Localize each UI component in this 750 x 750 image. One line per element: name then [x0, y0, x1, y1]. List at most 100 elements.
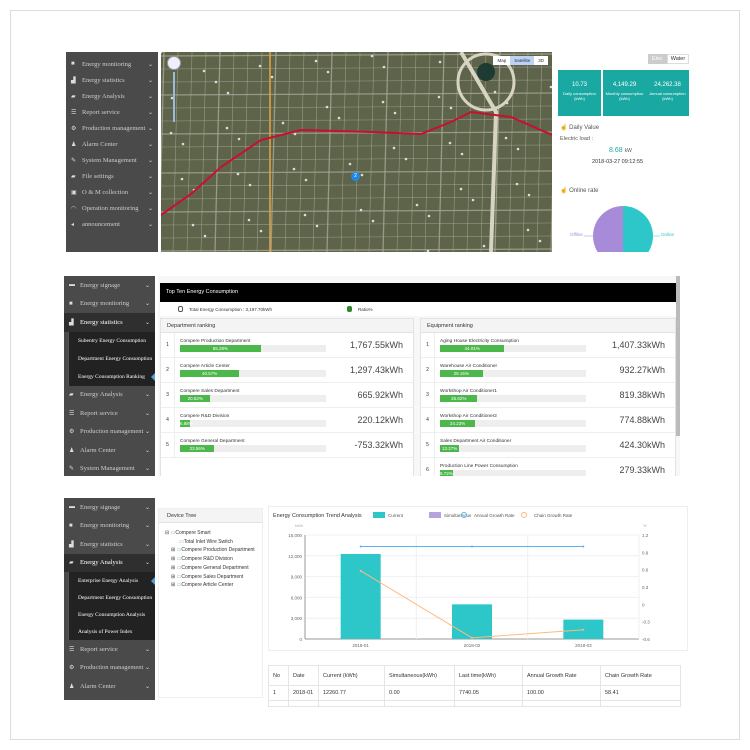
sidebar-item-energy-signage[interactable]: ▬ Energy signage ⌄ [64, 498, 155, 517]
ranking-row[interactable]: 3 Workshop Air Conditioner1 25.62% 819.3… [421, 383, 675, 408]
map[interactable]: 2 Map Satellite 3D [161, 52, 552, 252]
y-tick-label: 3,000 [291, 616, 303, 621]
sidebar-panel3: ▬ Energy signage ⌄ ■ Energy monitoring ⌄… [64, 498, 155, 700]
submenu-item[interactable]: Energy Consumption Ranking [68, 367, 155, 386]
tree-root[interactable]: ⊟ ▭Compere Smart [165, 529, 262, 538]
ranking-row[interactable]: 1 Compere Production Department 55.28% 1… [161, 333, 413, 358]
elec-toggle[interactable]: Elec [648, 54, 667, 64]
ranking-row[interactable]: 4 Workshop Air Conditioner2 24.23% 774.8… [421, 408, 675, 433]
map-marker[interactable]: 2 [351, 172, 360, 181]
total-legend-icon[interactable] [178, 306, 183, 312]
map-type-satellite[interactable]: Satellite [510, 56, 535, 65]
ranking-row[interactable]: 1 Aging House Electricity Consumption 44… [421, 333, 675, 358]
sidebar-item-label: Energy statistics [80, 318, 123, 326]
submenu-label: Energy Consumption Ranking [78, 373, 145, 380]
sidebar-item-announcement[interactable]: ◂ announcement ⌄ [66, 216, 158, 232]
sidebar-item-production-management[interactable]: ⚙ Production management ⌄ [66, 120, 158, 136]
sidebar-item-label: Energy Analysis [80, 559, 123, 567]
submenu-item[interactable]: Subentry Energy Consumption [68, 331, 155, 350]
water-toggle[interactable]: Water [666, 54, 690, 64]
tree-node[interactable]: ⊞ ▭Compere Sales Department [165, 573, 262, 582]
tree-node[interactable]: ⊞ ▭Compere R&D Division [165, 555, 262, 564]
scrollbar[interactable] [676, 276, 680, 436]
tree-node[interactable]: ⊞ ▭Compere General Department [165, 564, 262, 573]
ranking-row[interactable]: 5 Compere General Department 23.56% -753… [161, 433, 413, 458]
sidebar-item-energy-analysis[interactable]: ▰ Energy Analysis ⌄ [64, 386, 155, 405]
line-point[interactable] [582, 545, 585, 548]
rank-value: -753.32kWh [354, 440, 403, 450]
ranking-row[interactable]: 4 Compere R&D Division 6.88% 220.12kWh [161, 408, 413, 433]
sidebar-item-label: Energy statistics [82, 76, 125, 84]
pie-slice-online[interactable] [623, 206, 653, 252]
map-type-3d[interactable]: 3D [538, 58, 544, 63]
submenu-item[interactable]: Energy Consumption Analysis [68, 606, 155, 623]
sidebar-item-production-management[interactable]: ⚙ Production management ⌄ [64, 659, 155, 678]
y2-tick-label: 0.6 [642, 568, 649, 573]
sidebar-item-system-management[interactable]: ✎ System Management ⌄ [66, 152, 158, 168]
ratio-legend-icon[interactable] [347, 306, 353, 312]
table-cell [454, 700, 523, 707]
expand-icon[interactable]: ⊞ [171, 564, 176, 571]
expand-icon[interactable]: ⊞ [171, 547, 176, 554]
sidebar-item-energy-analysis[interactable]: ▰ Energy Analysis ⌄ [64, 553, 155, 572]
sidebar-item-energy-monitoring[interactable]: ■ Energy monitoring ⌄ [66, 56, 158, 72]
table-cell: 58.41 [600, 685, 681, 701]
sidebar-item-report-service[interactable]: ☰ Report service ⌄ [66, 104, 158, 120]
expand-icon[interactable]: ⊞ [171, 573, 176, 580]
sidebar-item-energy-monitoring[interactable]: ■ Energy monitoring ⌄ [64, 517, 155, 536]
collapse-icon[interactable]: ⊟ [165, 530, 170, 536]
line-point[interactable] [582, 628, 585, 631]
sidebar-item-energy-statistics[interactable]: ▟ Energy statistics ⌄ [64, 313, 155, 332]
chart-title: Energy Consumption Trend Analysis [273, 513, 362, 519]
line-point[interactable] [359, 545, 362, 548]
sidebar-item-alarm-center[interactable]: ♟ Alarm Center ⌄ [64, 441, 155, 460]
sidebar-item-system-management[interactable]: ✎ System Management ⌄ [64, 460, 155, 477]
sidebar-item-production-management[interactable]: ⚙ Production management ⌄ [64, 423, 155, 442]
submenu-item[interactable]: Analysis of Power Index [68, 623, 155, 640]
ranking-row[interactable]: 3 Compere Sales Department 20.82% 665.92… [161, 383, 413, 408]
sidebar-item-energy-statistics[interactable]: ▟ Energy statistics ⌄ [64, 535, 155, 554]
bar-current[interactable] [340, 553, 381, 639]
submenu-item[interactable]: Department Energy Consumption [68, 589, 155, 606]
load-timestamp: 2018-03-27 09:12:55 [592, 159, 644, 165]
sidebar-item-alarm-center[interactable]: ♟ Alarm Center ⌄ [66, 136, 158, 152]
sidebar-item-alarm-center[interactable]: ♟ Alarm Center ⌄ [64, 677, 155, 696]
ranking-row[interactable]: 5 Sales Department Air Conditioner 13.27… [421, 433, 675, 458]
line-point[interactable] [359, 569, 362, 572]
tree-node[interactable]: ⊞ ▭Compere Article Center [165, 581, 262, 590]
sidebar-item-energy-signage[interactable]: ▬ Energy signage ⌄ [64, 276, 155, 295]
sidebar-item-operation-monitoring[interactable]: ◠ Operation monitoring ⌄ [66, 200, 158, 216]
sidebar-item-file-settings[interactable]: ▰ File settings ⌄ [66, 168, 158, 184]
table-row[interactable] [268, 700, 681, 707]
megaphone-icon: ◂ [71, 221, 75, 228]
ranking-row[interactable]: 6 Production Line Power Consumption 8.72… [421, 458, 675, 476]
sidebar-item-o-m-collection[interactable]: ▣ O & M collection ⌄ [66, 184, 158, 200]
map-pan-control[interactable] [167, 56, 181, 70]
ranking-row[interactable]: 2 Compere Article Center 40.57% 1,297.43… [161, 358, 413, 383]
expand-icon[interactable]: ⊞ [171, 556, 176, 563]
sidebar-item-energy-statistics[interactable]: ▟ Energy statistics ⌄ [66, 72, 158, 88]
table-row[interactable]: 1 2018-01 12260.77 0.00 7740.05 100.00 58.41 [268, 685, 681, 701]
pie-slice-offline[interactable] [593, 206, 623, 252]
rank-name: Workshop Air Conditioner2 [440, 413, 497, 419]
sidebar-item-report-service[interactable]: ☰ Report service ⌄ [64, 404, 155, 423]
line-point[interactable] [471, 636, 473, 639]
bar-current[interactable] [452, 604, 492, 639]
tree-node[interactable]: ⊞ ▭Compere Production Department [165, 546, 262, 555]
legend-swatch [461, 512, 467, 518]
line-point[interactable] [471, 545, 473, 548]
sidebar-item-energy-monitoring[interactable]: ■ Energy monitoring ⌄ [64, 295, 155, 314]
map-zoom-slider[interactable] [173, 72, 175, 122]
sidebar-item-report-service[interactable]: ☰ Report service ⌄ [64, 640, 155, 659]
sidebar-item-energy-analysis[interactable]: ▰ Energy Analysis ⌄ [66, 88, 158, 104]
briefcase-icon: ▣ [71, 189, 77, 196]
trend-table: No Date Current (kWh) Simultaneous(kWh) Last… [268, 665, 681, 707]
map-type-map[interactable]: Map [497, 58, 507, 63]
submenu-item[interactable]: Enterprise Energy Analysis [68, 572, 155, 589]
submenu-item[interactable]: Department Energy Consumption [68, 349, 155, 368]
column-header: Date [288, 665, 319, 686]
tree-node[interactable]: ▭Total Inlet Wire Switch [165, 538, 262, 547]
expand-icon[interactable]: ⊞ [171, 582, 176, 589]
ranking-row[interactable]: 2 Warehouse Air Conditioner 29.15% 932.2… [421, 358, 675, 383]
table-cell: 1 [268, 685, 289, 701]
